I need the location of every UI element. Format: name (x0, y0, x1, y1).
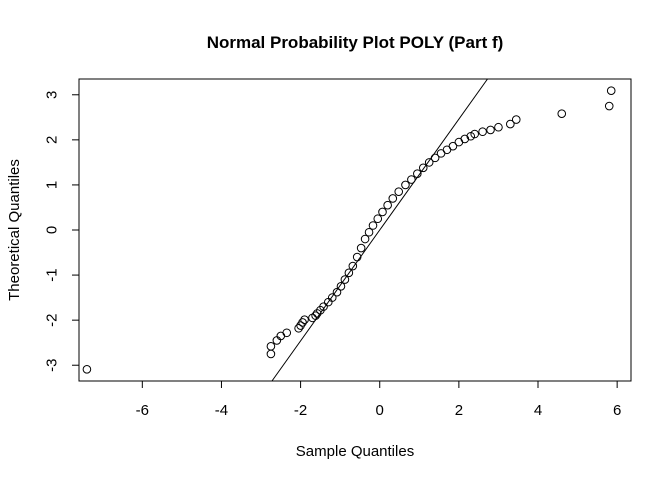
y-tick-label: -2 (44, 313, 61, 326)
data-point (430, 153, 440, 163)
chart-title: Normal Probability Plot POLY (Part f) (207, 33, 504, 52)
data-point (394, 187, 404, 196)
x-tick-label: 6 (613, 402, 621, 419)
x-tick-label: -2 (294, 402, 307, 419)
data-point (606, 86, 616, 96)
data-point (378, 207, 387, 217)
x-tick-label: -6 (136, 402, 149, 419)
y-tick-label: 0 (44, 226, 61, 234)
data-point (494, 122, 503, 132)
x-axis: -6 -4 -2 0 2 4 6 (136, 380, 621, 419)
data-point (557, 109, 567, 119)
reference-line (271, 78, 488, 382)
data-point (332, 287, 342, 297)
data-point (368, 221, 378, 230)
data-point (448, 141, 458, 151)
plot-area-frame (78, 78, 632, 382)
data-point (266, 349, 276, 359)
y-tick-label: -3 (44, 359, 61, 372)
data-point (383, 200, 392, 210)
data-point (364, 227, 374, 237)
data-point (470, 129, 479, 139)
y-tick-label: -1 (44, 268, 61, 281)
data-point (348, 261, 358, 271)
x-tick-label: 4 (534, 402, 542, 419)
data-point (407, 175, 416, 184)
data-point (294, 323, 303, 333)
reference-line-layer (271, 78, 488, 382)
data-point (344, 268, 354, 278)
data-point (418, 163, 428, 173)
data-point (352, 252, 362, 262)
data-point (506, 119, 515, 129)
y-axis-label: Theoretical Quantiles (6, 159, 23, 301)
data-point (327, 293, 337, 302)
data-point (424, 158, 434, 167)
x-tick-label: 0 (376, 402, 384, 419)
data-point (340, 275, 350, 284)
x-axis-label: Sample Quantiles (296, 443, 414, 460)
y-tick-label: 1 (44, 181, 61, 189)
data-point (312, 309, 322, 318)
x-tick-label: -4 (215, 402, 228, 419)
data-points-layer (82, 86, 616, 374)
data-point (336, 282, 346, 291)
x-tick-label: 2 (455, 402, 463, 419)
data-point (511, 115, 521, 124)
data-point (319, 302, 328, 311)
data-point (311, 311, 320, 320)
data-point (272, 336, 282, 345)
data-point (478, 127, 487, 137)
data-point (82, 364, 92, 374)
data-point (360, 234, 370, 244)
y-tick-label: 3 (44, 91, 61, 99)
data-point (460, 134, 470, 144)
y-axis: -3 -2 -1 0 1 2 3 (44, 91, 80, 372)
data-point (373, 214, 383, 224)
data-point (298, 318, 307, 327)
data-point (282, 328, 292, 338)
data-point (300, 315, 309, 324)
y-tick-label: 2 (44, 136, 61, 144)
data-point (266, 341, 276, 351)
data-point (401, 180, 410, 190)
data-point (413, 169, 422, 178)
data-point (388, 194, 398, 203)
data-point (356, 243, 366, 253)
data-point (604, 101, 614, 111)
data-point (486, 125, 495, 135)
